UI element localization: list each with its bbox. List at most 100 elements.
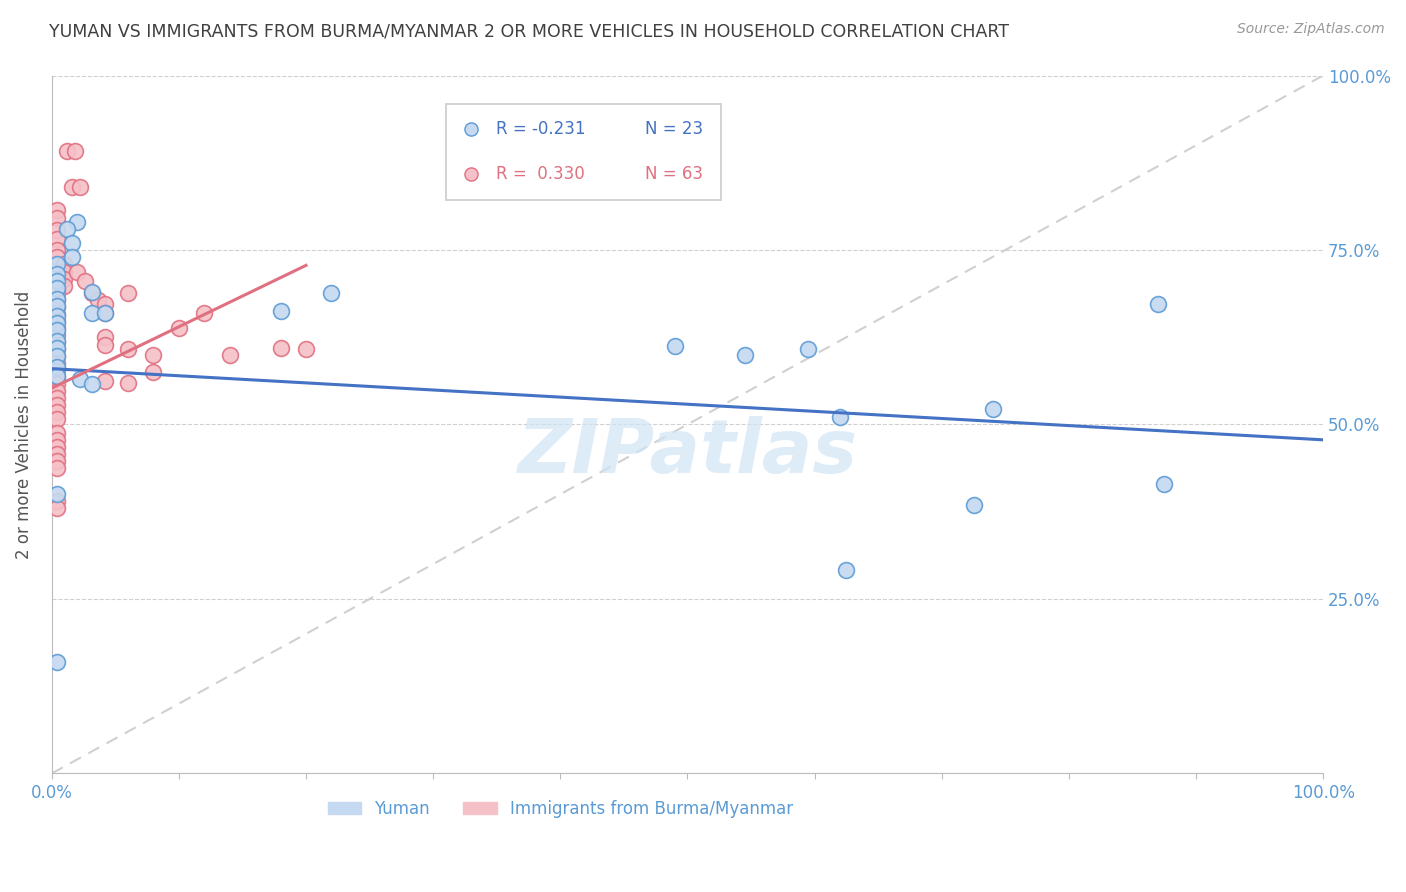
Point xyxy=(45,447,67,461)
Point xyxy=(45,307,67,321)
Point xyxy=(82,376,104,391)
Point xyxy=(69,180,91,194)
Point xyxy=(45,376,67,391)
Point xyxy=(53,272,76,286)
Point xyxy=(94,330,117,344)
Point xyxy=(45,316,67,330)
Point xyxy=(142,365,165,379)
Point xyxy=(45,391,67,405)
Point xyxy=(82,286,104,301)
Point xyxy=(981,402,1004,417)
Point xyxy=(295,342,318,356)
Point xyxy=(45,286,67,301)
Point xyxy=(53,257,76,271)
Point xyxy=(45,257,67,271)
Point xyxy=(193,306,215,320)
Point xyxy=(56,222,79,236)
Text: N = 63: N = 63 xyxy=(645,165,703,183)
Point xyxy=(45,321,67,335)
Point xyxy=(664,339,686,353)
Point xyxy=(45,250,67,264)
Point xyxy=(66,265,89,279)
Point xyxy=(142,348,165,362)
Point xyxy=(472,180,495,194)
Point xyxy=(94,306,117,320)
Point xyxy=(94,306,117,320)
Point xyxy=(86,293,108,308)
Point xyxy=(45,293,67,308)
Point xyxy=(60,180,83,194)
FancyBboxPatch shape xyxy=(446,103,721,200)
Point xyxy=(82,285,104,299)
Point xyxy=(117,286,139,301)
Point xyxy=(45,211,67,225)
Point xyxy=(45,487,67,501)
Point xyxy=(45,425,67,440)
Point xyxy=(962,498,984,512)
Point xyxy=(56,144,79,158)
Point xyxy=(270,341,292,355)
Point xyxy=(45,299,67,313)
Point xyxy=(60,235,83,250)
Point xyxy=(73,274,96,288)
Point xyxy=(45,335,67,350)
Point xyxy=(828,410,851,425)
Point xyxy=(45,501,67,516)
Point xyxy=(117,342,139,356)
Point xyxy=(797,342,820,356)
Point xyxy=(45,300,67,314)
Point xyxy=(835,563,858,577)
Point xyxy=(45,202,67,217)
Text: N = 23: N = 23 xyxy=(645,120,703,138)
Point xyxy=(460,167,482,181)
Point xyxy=(45,328,67,343)
Text: R =  0.330: R = 0.330 xyxy=(496,165,585,183)
Point xyxy=(45,384,67,398)
Point xyxy=(45,494,67,508)
Point xyxy=(45,232,67,246)
Point xyxy=(45,349,67,363)
Point xyxy=(45,292,67,306)
Point xyxy=(94,338,117,352)
Point xyxy=(53,265,76,279)
Text: Source: ZipAtlas.com: Source: ZipAtlas.com xyxy=(1237,22,1385,37)
Point xyxy=(321,286,343,301)
Point xyxy=(45,323,67,337)
Point xyxy=(45,314,67,328)
Point xyxy=(45,440,67,454)
Point xyxy=(734,348,756,362)
Point xyxy=(45,405,67,419)
Point xyxy=(45,454,67,468)
Point xyxy=(94,374,117,388)
Point xyxy=(66,215,89,229)
Point xyxy=(45,398,67,412)
Point xyxy=(1153,476,1175,491)
Text: YUMAN VS IMMIGRANTS FROM BURMA/MYANMAR 2 OR MORE VEHICLES IN HOUSEHOLD CORRELATI: YUMAN VS IMMIGRANTS FROM BURMA/MYANMAR 2… xyxy=(49,22,1010,40)
Point xyxy=(45,268,67,282)
Point xyxy=(82,306,104,320)
Point xyxy=(45,342,67,356)
Point xyxy=(45,412,67,426)
Point xyxy=(69,372,91,386)
Point xyxy=(167,321,190,335)
Point xyxy=(460,122,482,136)
Point xyxy=(45,341,67,355)
Point xyxy=(270,304,292,318)
Point xyxy=(45,370,67,384)
Point xyxy=(45,363,67,377)
Point xyxy=(117,376,139,390)
Point xyxy=(1147,297,1170,311)
Point xyxy=(45,281,67,295)
Point xyxy=(63,144,86,158)
Text: ZIPatlas: ZIPatlas xyxy=(517,416,858,489)
Text: R = -0.231: R = -0.231 xyxy=(496,120,586,138)
Point xyxy=(45,460,67,475)
Legend: Yuman, Immigrants from Burma/Myanmar: Yuman, Immigrants from Burma/Myanmar xyxy=(321,793,800,824)
Point xyxy=(45,655,67,669)
Point xyxy=(45,360,67,375)
Point xyxy=(218,348,240,362)
Point xyxy=(45,368,67,383)
Point xyxy=(45,356,67,370)
Point xyxy=(94,297,117,311)
Point xyxy=(45,223,67,237)
